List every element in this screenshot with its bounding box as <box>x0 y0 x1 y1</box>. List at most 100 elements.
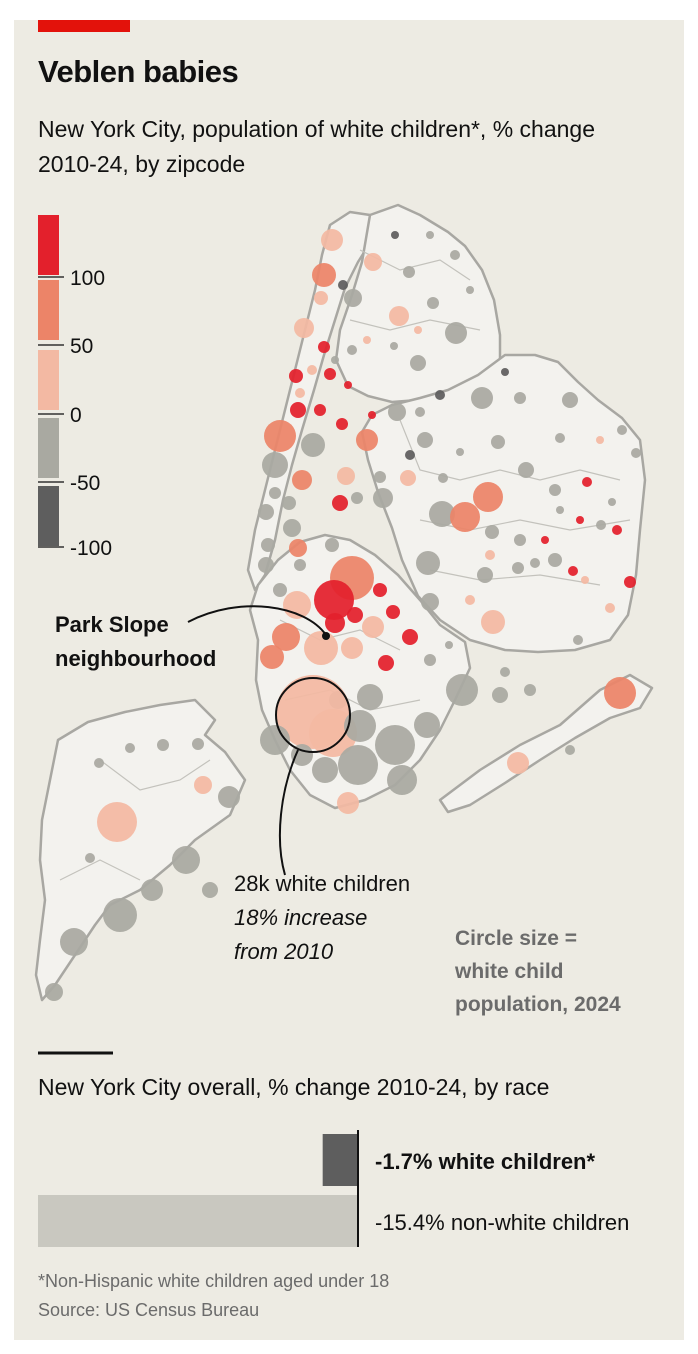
zip-circle <box>351 492 363 504</box>
zip-circle <box>45 983 63 1001</box>
zip-circle <box>582 477 592 487</box>
zip-circle <box>97 802 137 842</box>
zip-line <box>99 759 211 791</box>
zip-circle <box>438 473 448 483</box>
size-note-line3: population, 2024 <box>455 993 621 1016</box>
zip-circle <box>429 501 455 527</box>
zip-circle <box>518 462 534 478</box>
callout-line2: 18% increase <box>234 905 367 930</box>
zip-circle <box>364 253 382 271</box>
zip-circle <box>347 345 357 355</box>
zip-circle <box>573 635 583 645</box>
zip-circle <box>491 435 505 449</box>
zip-circle <box>624 576 636 588</box>
size-note: Circle size = white child population, 20… <box>454 927 621 1016</box>
zip-circle <box>373 488 393 508</box>
zip-circle <box>562 392 578 408</box>
zip-circle <box>568 566 578 576</box>
zip-circle <box>446 674 478 706</box>
zip-circle <box>338 745 378 785</box>
zip-circle <box>391 231 399 239</box>
zip-circle <box>344 289 362 307</box>
zip-circle <box>172 846 200 874</box>
zip-circle <box>269 487 281 499</box>
zip-circle <box>450 250 460 260</box>
zip-circle <box>347 607 363 623</box>
zip-circle <box>373 583 387 597</box>
zip-circle <box>402 629 418 645</box>
zip-circle <box>314 291 328 305</box>
zip-circle <box>473 482 503 512</box>
zip-circle <box>500 667 510 677</box>
zip-circle <box>125 743 135 753</box>
zip-circle <box>604 677 636 709</box>
zip-circle <box>481 610 505 634</box>
rockaway-peninsula <box>438 673 654 814</box>
size-note-line2: white child <box>454 960 564 983</box>
zip-circle <box>272 623 300 651</box>
zip-circle <box>576 516 584 524</box>
zip-line <box>59 859 141 881</box>
zip-circle <box>337 792 359 814</box>
zip-circle <box>492 687 508 703</box>
zip-circle <box>403 266 415 278</box>
park-slope-label-line1: Park Slope <box>55 612 169 637</box>
zip-circle <box>414 326 422 334</box>
size-note-line1: Circle size = <box>455 927 577 950</box>
zip-circle <box>512 562 524 574</box>
zip-circle <box>416 551 440 575</box>
zip-circle <box>357 684 383 710</box>
zip-circle <box>258 504 274 520</box>
zip-circle <box>477 567 493 583</box>
zip-circle <box>414 712 440 738</box>
legend-bin-m50-0 <box>38 418 59 478</box>
park-slope-marker <box>322 632 330 640</box>
bar-white-children <box>322 1134 358 1186</box>
zip-circle <box>294 318 314 338</box>
zip-circle <box>289 539 307 557</box>
callout-leader <box>278 749 299 876</box>
zip-circle <box>260 645 284 669</box>
bar-non-white-children <box>38 1195 358 1247</box>
borough-manhattan <box>246 210 374 592</box>
zip-circle <box>427 297 439 309</box>
zip-circle <box>605 603 615 613</box>
zip-circle <box>291 744 313 766</box>
zip-circle <box>324 368 336 380</box>
zip-circle <box>325 613 345 633</box>
zip-circle <box>283 519 301 537</box>
callout-ring <box>275 677 351 753</box>
zip-circle <box>336 418 348 430</box>
zip-circle <box>312 263 336 287</box>
zip-circle <box>565 745 575 755</box>
zip-line <box>279 619 401 651</box>
zip-circle <box>290 402 306 418</box>
footnote: *Non-Hispanic white children aged under … <box>38 1271 389 1291</box>
zip-circle <box>390 342 398 350</box>
zip-circle <box>612 525 622 535</box>
zip-circle <box>608 498 616 506</box>
zip-circle <box>60 928 88 956</box>
zip-circle <box>514 534 526 546</box>
zip-circle <box>344 710 376 742</box>
zip-circle <box>338 280 348 290</box>
zip-circle <box>341 637 363 659</box>
legend-bin-50-100 <box>38 280 59 340</box>
borough-queens <box>360 353 647 654</box>
zip-circle <box>260 725 290 755</box>
zip-circle <box>549 484 561 496</box>
zip-circle <box>501 368 509 376</box>
zip-circle <box>295 388 305 398</box>
zip-circle <box>85 853 95 863</box>
zip-circle <box>301 433 325 457</box>
zip-circle <box>417 432 433 448</box>
legend-bin-gt100 <box>38 215 59 275</box>
zip-circle <box>202 882 218 898</box>
zip-circle <box>356 429 378 451</box>
legend-bin-lt-m50 <box>38 486 59 546</box>
zip-circle <box>415 407 425 417</box>
zip-circle <box>94 758 104 768</box>
zip-circle <box>264 420 296 452</box>
color-legend: 100 50 0 -50 -100 <box>38 215 112 560</box>
